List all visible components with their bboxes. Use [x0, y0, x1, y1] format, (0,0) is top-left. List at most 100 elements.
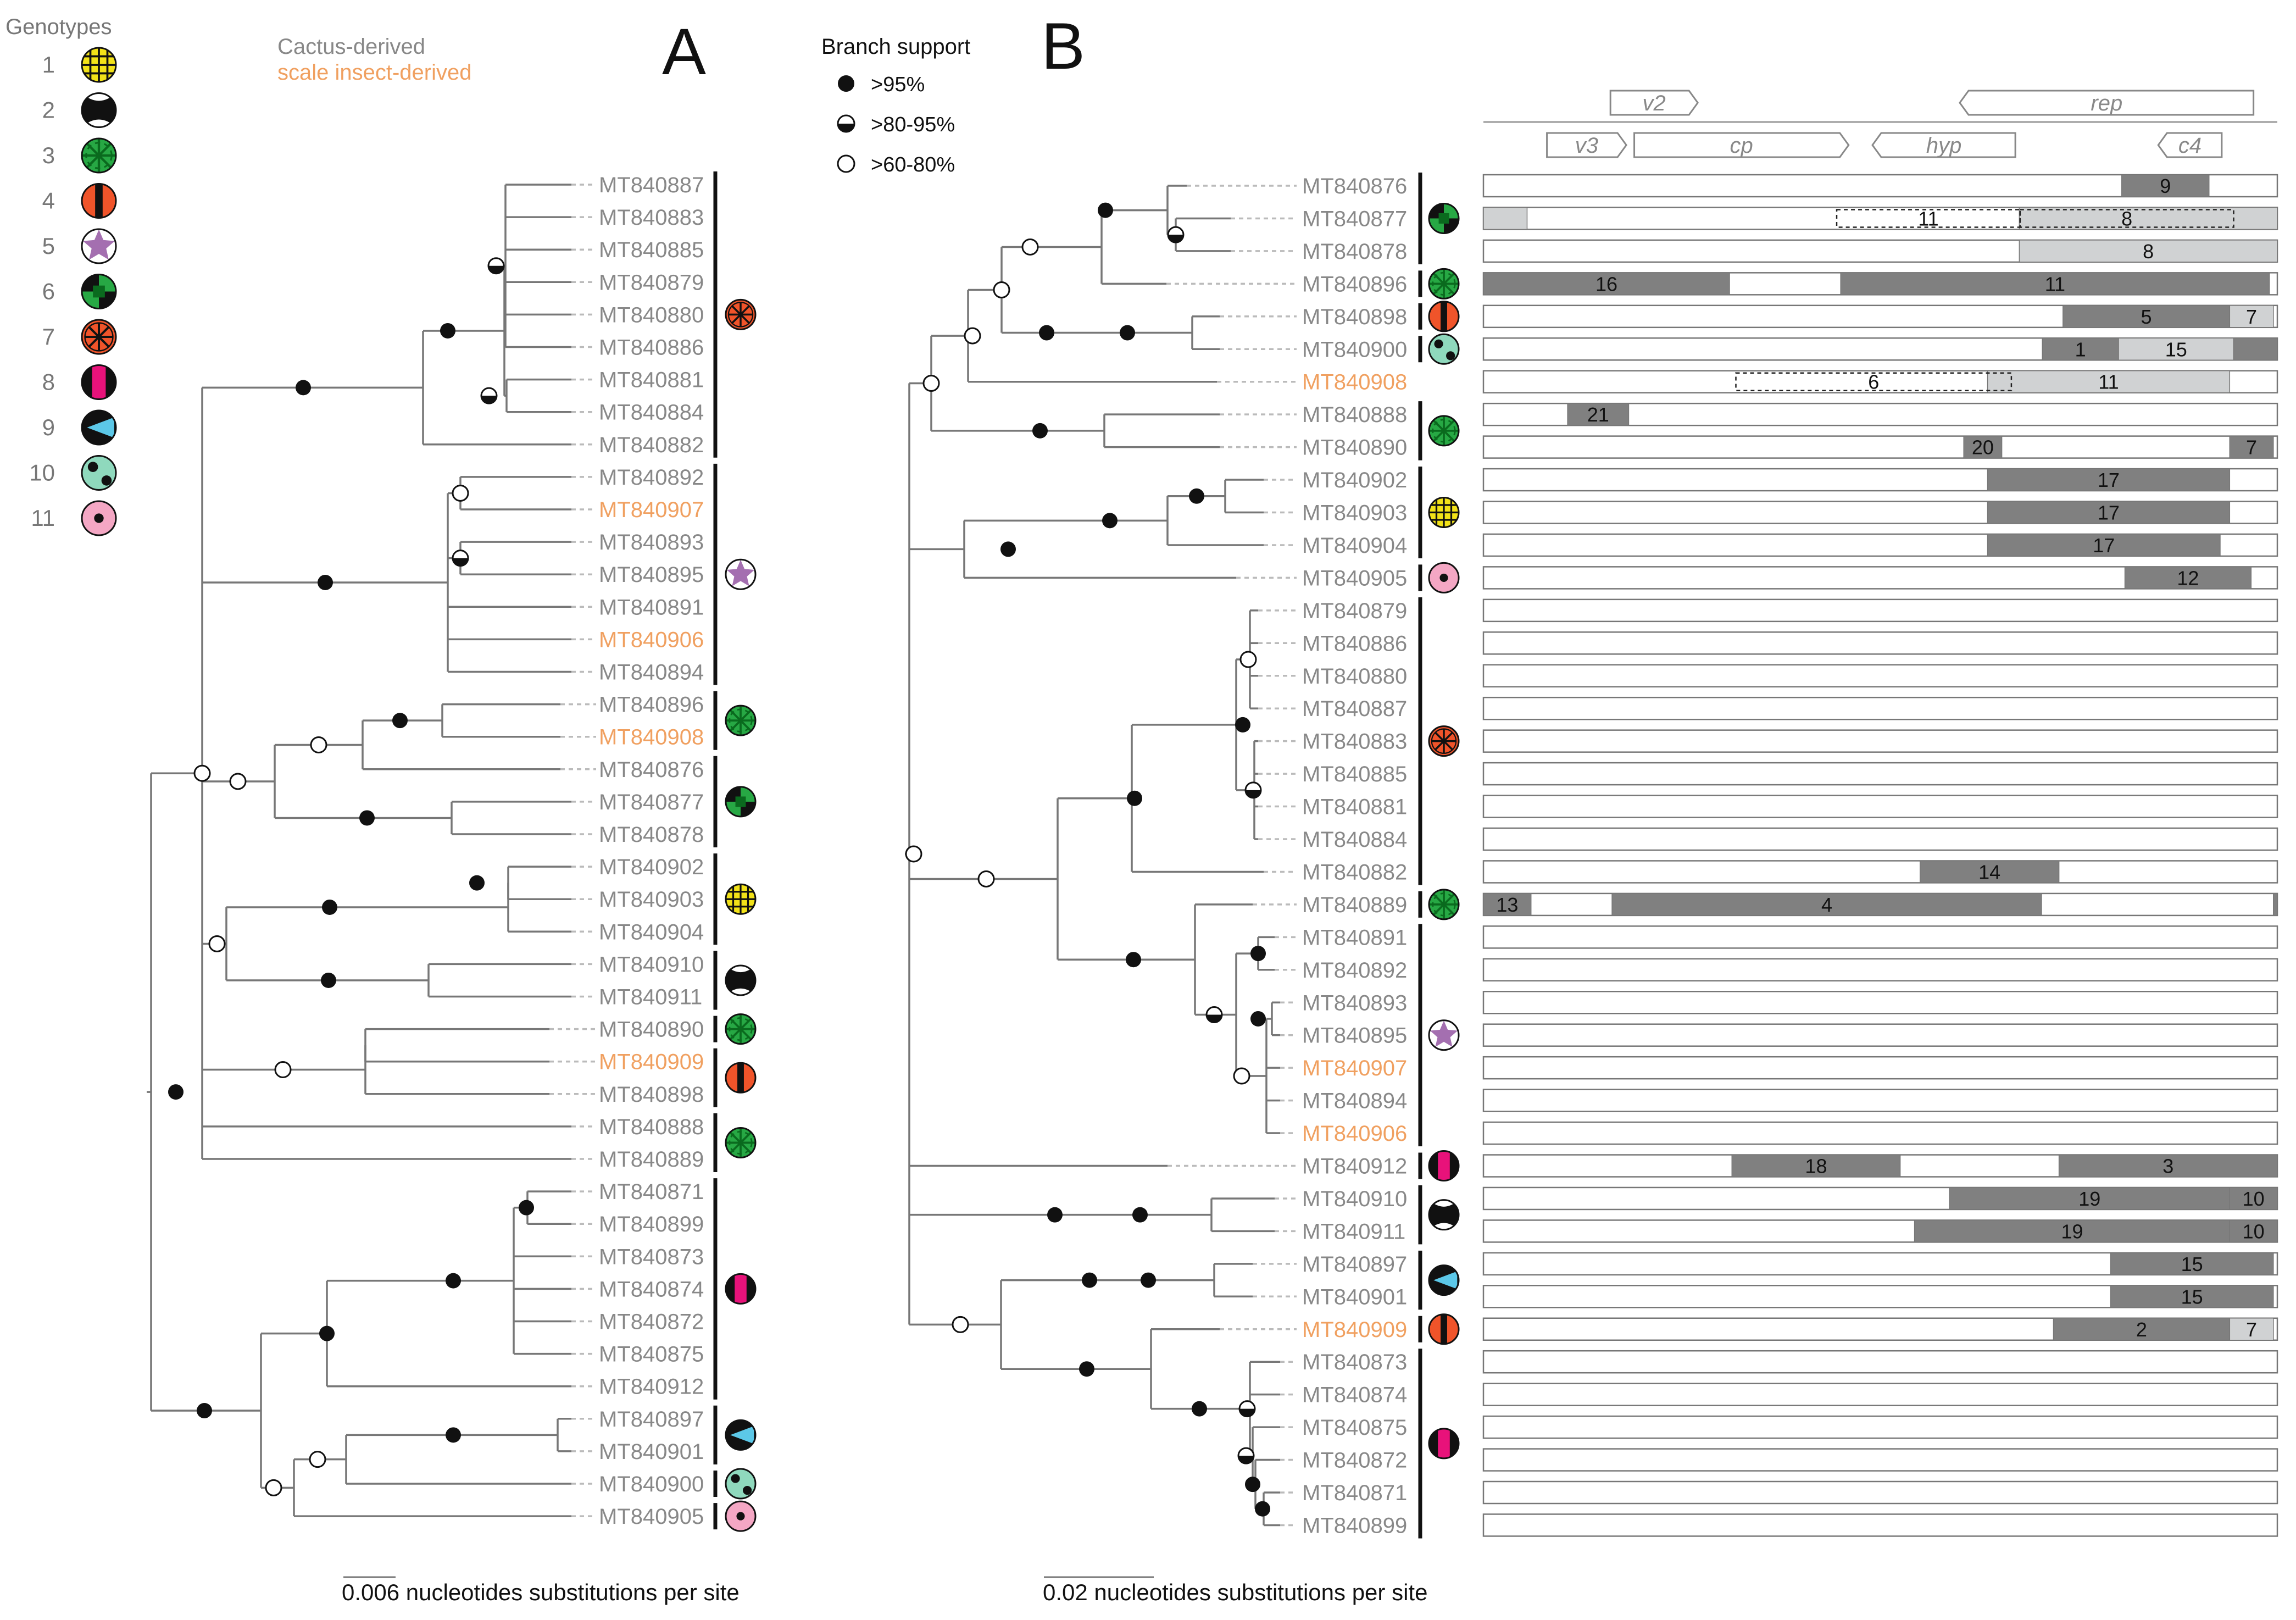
panel-a-taxon-label: MT840890 — [599, 1018, 704, 1042]
panel-b-taxon-label: MT840891 — [1302, 925, 1407, 950]
genome-bar-row — [1482, 1350, 2278, 1374]
genome-bar-row — [1482, 991, 2278, 1014]
panel-b-taxon-label: MT840906 — [1302, 1122, 1407, 1146]
genotype-number: 9 — [42, 414, 55, 440]
genome-bar — [1482, 598, 2278, 623]
recombination-segment-dashed — [1836, 209, 2021, 228]
genome-bar-row: 18 3 — [1482, 1154, 2278, 1178]
gene-cp-label: cp — [1730, 134, 1753, 158]
genome-bar-row: 17 — [1482, 468, 2278, 492]
genome-bar-row — [1482, 598, 2278, 623]
panel-a-support-node — [322, 899, 337, 915]
recombination-segment — [2229, 1318, 2274, 1341]
panel-b-support-node — [1039, 325, 1054, 341]
genome-bar-row — [1482, 1513, 2278, 1537]
support-full-symbol — [838, 75, 854, 92]
panel-a-taxon-label: MT840892 — [599, 465, 704, 490]
panel-b-taxon-label: MT840880 — [1302, 664, 1407, 689]
genotype-3-icon — [1428, 415, 1460, 447]
recombination-segment — [1483, 207, 1528, 230]
genome-bar — [1482, 958, 2278, 982]
genotype-number: 1 — [42, 52, 55, 77]
panel-b-label: B — [1041, 9, 1085, 83]
recombination-segment — [2118, 337, 2234, 360]
panel-b-support-node — [1126, 952, 1141, 968]
panel-b-support-node — [1120, 325, 1135, 341]
panel-a-taxon-label: MT840889 — [599, 1147, 704, 1172]
recombination-event-label: 1 — [2075, 338, 2086, 360]
genome-bar — [1482, 925, 2278, 949]
genome-bar-row: 21 — [1482, 402, 2278, 426]
recombination-event-label: 8 — [2121, 207, 2132, 230]
recombination-segment — [2019, 207, 2278, 230]
gene-rep-label: rep — [2091, 91, 2122, 115]
genotype-1-icon — [725, 883, 757, 915]
panel-a-taxon-label: MT840907 — [599, 498, 704, 522]
panel-b-support-node — [1244, 781, 1262, 799]
genotype-6-icon — [81, 274, 117, 309]
recombination-segment — [1567, 403, 1630, 426]
genome-map: v2 rep v3 cp hyp c4 — [1483, 90, 2277, 158]
panel-a-taxon-label: MT840897 — [599, 1407, 704, 1432]
panel-a-scale-bar: 0.006 nucleotides substitutions per site — [342, 1576, 740, 1605]
branch-support-title: Branch support — [821, 35, 970, 59]
genome-bar — [1482, 729, 2278, 753]
panel-b-taxon-labels: MT840876 MT840877 MT840878 MT840896 MT840898… — [1302, 174, 1407, 1538]
panel-b-support-node — [1047, 1207, 1063, 1223]
panel-b-support-node — [977, 870, 995, 887]
genotype-number: 3 — [42, 142, 55, 168]
recombination-event-label: 15 — [2181, 1285, 2203, 1308]
panel-a-support-node — [469, 875, 485, 891]
recombination-event-label: 12 — [2177, 567, 2199, 589]
panel-a-support-node — [168, 1084, 184, 1100]
genome-bar-row: 19 10 — [1482, 1219, 2278, 1243]
panel-a-taxon-label: MT840899 — [599, 1212, 704, 1236]
panel-b-taxon-label: MT840910 — [1302, 1187, 1407, 1211]
genotype-legend: Genotypes 1 2 3 4 5 6 7 8 9 10 11 — [5, 15, 117, 536]
genome-bar — [1482, 1448, 2278, 1472]
genome-bar-row: 1 15 — [1482, 337, 2278, 361]
panel-b-support-node — [1167, 226, 1185, 243]
genome-bar-row — [1482, 1415, 2278, 1439]
panel-a-taxon-label: MT840901 — [599, 1440, 704, 1464]
recombination-segment — [2110, 1252, 2274, 1275]
genome-bar — [1482, 1089, 2278, 1112]
recombination-segment — [1611, 893, 2042, 916]
panel-b-support-node — [1192, 1401, 1207, 1417]
genome-bar-row — [1482, 925, 2278, 949]
panel-a-taxon-label: MT840873 — [599, 1245, 704, 1269]
panel-a-taxon-label: MT840905 — [599, 1505, 704, 1529]
panel-a-taxon-label: MT840883 — [599, 206, 704, 230]
recombination-event-label: 3 — [2162, 1155, 2173, 1178]
panel-b-support-node — [922, 374, 940, 392]
genotype-3-icon — [725, 1127, 757, 1158]
panel-b-taxon-label: MT840904 — [1302, 534, 1407, 558]
genotype-3-icon — [1428, 889, 1460, 920]
genome-bar — [1482, 664, 2278, 687]
genome-bar — [1482, 1513, 2278, 1537]
genotype-4-icon — [1428, 1313, 1460, 1345]
panel-a-support-node — [440, 323, 455, 339]
recombination-event-label: 7 — [2246, 436, 2257, 459]
genome-bar — [1482, 435, 2278, 459]
panel-b-genotype-groups — [1418, 173, 1460, 1539]
recombination-event-label: 10 — [2243, 1220, 2265, 1242]
genotype-7-icon — [81, 319, 117, 355]
genotype-number: 11 — [31, 505, 55, 531]
genome-bar-row: 13 4 — [1482, 892, 2278, 917]
panel-a-taxon-label: MT840909 — [599, 1050, 704, 1074]
genotype-1-icon — [81, 47, 117, 83]
panel-a-taxon-labels: MT840887 MT840883 MT840885 MT840879 MT840880… — [599, 173, 704, 1529]
recombination-segment — [2229, 435, 2274, 459]
genome-bar — [1482, 631, 2278, 655]
genome-bar-row — [1482, 1056, 2278, 1080]
genome-bar-row — [1482, 795, 2278, 818]
panel-b-scale-bar: 0.02 nucleotides substitutions per site — [1043, 1576, 1427, 1605]
panel-b-support-node — [1102, 513, 1118, 529]
genome-bar-row: 16 11 — [1482, 272, 2278, 296]
recombination-segment — [2124, 566, 2252, 590]
genome-bar-row: 11 6 — [1482, 370, 2278, 393]
